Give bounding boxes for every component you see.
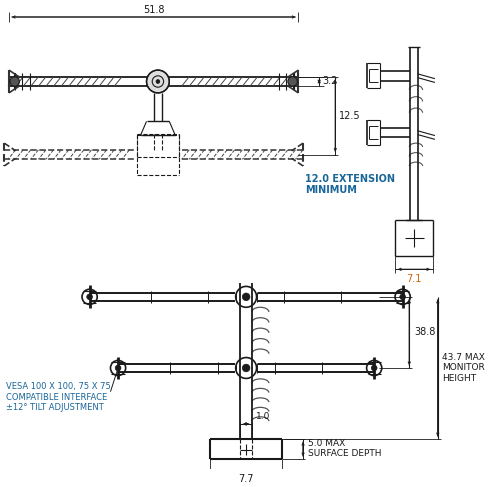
Text: 7.1: 7.1 (406, 274, 422, 284)
Text: 12.5: 12.5 (339, 111, 361, 121)
Text: 1.0: 1.0 (256, 412, 270, 421)
Text: 7.7: 7.7 (238, 474, 254, 484)
Circle shape (115, 365, 121, 371)
Circle shape (400, 294, 406, 300)
Text: 51.8: 51.8 (143, 5, 164, 15)
Text: 12.0 EXTENSION
MINIMUM: 12.0 EXTENSION MINIMUM (305, 173, 395, 195)
Text: 38.8: 38.8 (414, 327, 436, 337)
Circle shape (147, 70, 169, 93)
Circle shape (10, 77, 20, 86)
Text: 43.7 MAX
MONITOR
HEIGHT: 43.7 MAX MONITOR HEIGHT (442, 353, 486, 383)
Circle shape (288, 77, 297, 86)
Text: VESA 100 X 100, 75 X 75
COMPATIBLE INTERFACE
±12° TILT ADJUSTMENT: VESA 100 X 100, 75 X 75 COMPATIBLE INTER… (6, 382, 111, 412)
Circle shape (156, 79, 160, 83)
Circle shape (371, 365, 377, 371)
Circle shape (243, 364, 250, 372)
Circle shape (87, 294, 93, 300)
Circle shape (243, 293, 250, 300)
Text: 5.0 MAX
SURFACE DEPTH: 5.0 MAX SURFACE DEPTH (308, 439, 381, 458)
Text: 3.2: 3.2 (322, 76, 338, 87)
